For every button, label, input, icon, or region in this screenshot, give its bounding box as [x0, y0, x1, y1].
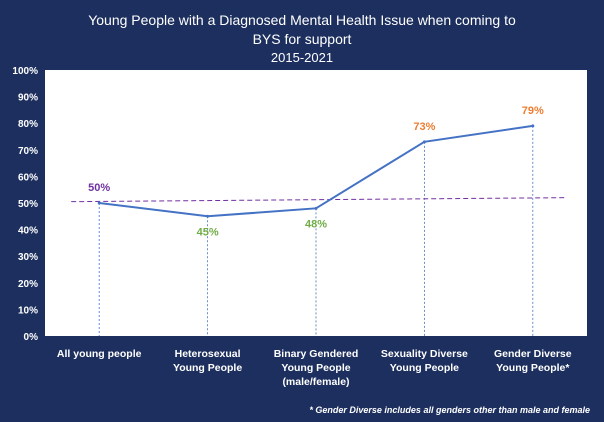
- x-tick-label: Gender Diverse Young People*: [494, 348, 572, 374]
- y-tick-label: 0%: [24, 332, 39, 343]
- data-point: [531, 124, 535, 128]
- data-point: [97, 201, 101, 205]
- data-point: [314, 206, 318, 210]
- x-tick-label: Binary Gendered Young People (male/female): [274, 348, 359, 388]
- x-tick-label: Heterosexual Young People: [173, 348, 242, 374]
- data-label: 73%: [413, 121, 435, 133]
- chart-title-line-1: Young People with a Diagnosed Mental Hea…: [88, 12, 516, 28]
- x-tick-label: All young people: [57, 348, 142, 360]
- data-label: 50%: [88, 182, 110, 194]
- data-label: 48%: [305, 218, 327, 230]
- data-point: [206, 214, 210, 218]
- y-tick-label: 30%: [18, 252, 38, 263]
- y-tick-label: 10%: [18, 305, 38, 316]
- y-tick-label: 20%: [18, 279, 38, 290]
- y-tick-label: 80%: [18, 119, 38, 130]
- y-tick-label: 60%: [18, 172, 38, 183]
- y-tick-label: 40%: [18, 226, 38, 237]
- data-label: 79%: [522, 105, 544, 117]
- x-tick-label: Sexuality Diverse Young People: [381, 348, 468, 374]
- footnote: * Gender Diverse includes all genders ot…: [309, 405, 590, 415]
- y-tick-label: 90%: [18, 93, 38, 104]
- trendline: [71, 197, 565, 203]
- y-tick-label: 100%: [12, 66, 38, 77]
- chart-title-line-3: 2015-2021: [270, 50, 334, 65]
- plot-area: [45, 70, 587, 336]
- data-label: 45%: [197, 226, 219, 238]
- y-tick-label: 70%: [18, 146, 38, 157]
- data-point: [422, 140, 426, 144]
- chart-title-line-2: BYS for support: [252, 31, 352, 47]
- y-tick-label: 50%: [18, 199, 38, 210]
